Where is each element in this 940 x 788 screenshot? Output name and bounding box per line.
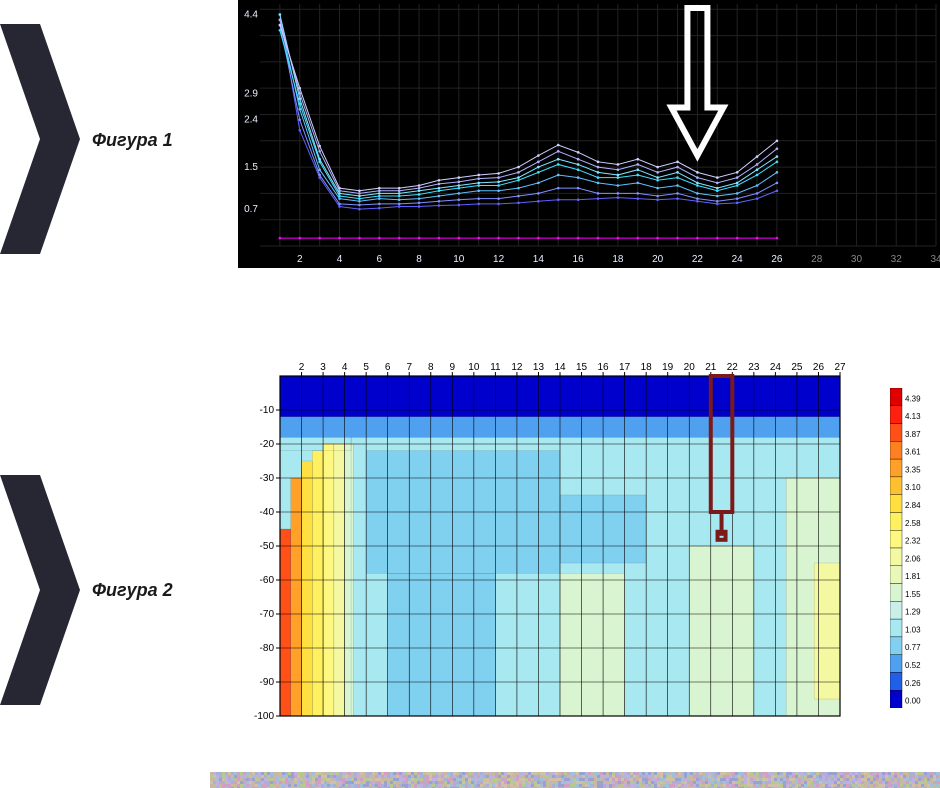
svg-text:32: 32 [891,254,903,265]
svg-text:16: 16 [598,362,610,373]
svg-text:0.77: 0.77 [905,643,921,652]
svg-text:2: 2 [299,362,305,373]
svg-text:12: 12 [493,254,505,265]
svg-text:16: 16 [573,254,585,265]
svg-text:2.06: 2.06 [905,554,921,563]
svg-text:4.39: 4.39 [905,394,921,403]
svg-text:-70: -70 [260,609,275,620]
svg-text:3: 3 [320,362,326,373]
svg-text:6: 6 [377,254,383,265]
svg-text:28: 28 [811,254,823,265]
svg-text:2.58: 2.58 [905,519,921,528]
svg-text:0.26: 0.26 [905,679,921,688]
svg-text:14: 14 [533,254,545,265]
svg-text:0.7: 0.7 [244,204,258,215]
svg-text:8: 8 [428,362,434,373]
svg-text:-40: -40 [260,507,275,518]
svg-text:-100: -100 [254,711,274,722]
svg-text:7: 7 [406,362,412,373]
svg-text:1.81: 1.81 [905,572,921,581]
svg-text:24: 24 [770,362,782,373]
svg-text:6: 6 [385,362,391,373]
svg-text:-80: -80 [260,643,275,654]
svg-text:4: 4 [337,254,343,265]
svg-text:-90: -90 [260,677,275,688]
svg-text:3.87: 3.87 [905,430,921,439]
svg-text:-20: -20 [260,439,275,450]
decorative-noise-strip [210,772,940,788]
svg-text:0.52: 0.52 [905,661,921,670]
svg-text:11: 11 [490,362,501,373]
pointer-decor-1 [0,24,80,254]
contour-chart: 2345678910111213141516171819202122232425… [238,358,878,738]
svg-text:17: 17 [619,362,631,373]
svg-text:22: 22 [692,254,704,265]
svg-text:4.4: 4.4 [244,10,258,21]
svg-text:21: 21 [705,362,717,373]
svg-text:23: 23 [748,362,760,373]
page: Фигура 1 0.71.52.42.94.42468101214161820… [0,0,940,788]
contour-legend: 4.39 4.13 3.87 3.61 3.35 3.10 2.84 2.58 2.32 2.06… [890,388,934,708]
svg-text:2.4: 2.4 [244,115,258,126]
svg-text:0.00: 0.00 [905,697,921,706]
svg-text:12: 12 [511,362,523,373]
svg-text:3.10: 3.10 [905,483,921,492]
svg-text:1.55: 1.55 [905,590,921,599]
svg-text:24: 24 [732,254,744,265]
svg-text:34: 34 [930,254,940,265]
svg-text:1.5: 1.5 [244,162,258,173]
figure1-caption: Фигура 1 [92,130,173,151]
svg-text:-30: -30 [260,473,275,484]
svg-text:2.32: 2.32 [905,537,921,546]
svg-text:4.13: 4.13 [905,412,921,421]
svg-text:30: 30 [851,254,863,265]
svg-text:14: 14 [554,362,566,373]
svg-text:2.84: 2.84 [905,501,921,510]
svg-text:18: 18 [612,254,624,265]
svg-text:19: 19 [662,362,674,373]
svg-text:-10: -10 [260,405,275,416]
svg-text:8: 8 [416,254,422,265]
svg-text:13: 13 [533,362,545,373]
svg-text:1.29: 1.29 [905,608,921,617]
svg-text:15: 15 [576,362,588,373]
line-chart: 0.71.52.42.94.42468101214161820222426283… [238,0,940,268]
svg-text:3.35: 3.35 [905,465,921,474]
svg-text:25: 25 [791,362,803,373]
svg-text:10: 10 [453,254,465,265]
svg-text:26: 26 [771,254,783,265]
svg-text:2: 2 [297,254,303,265]
svg-text:1.03: 1.03 [905,625,921,634]
figure2-caption: Фигура 2 [92,580,173,601]
svg-text:18: 18 [641,362,653,373]
svg-text:5: 5 [363,362,369,373]
svg-text:-60: -60 [260,575,275,586]
svg-text:20: 20 [652,254,664,265]
svg-text:2.9: 2.9 [244,88,258,99]
svg-text:26: 26 [813,362,825,373]
svg-text:9: 9 [450,362,456,373]
svg-text:27: 27 [834,362,846,373]
pointer-decor-2 [0,475,80,705]
svg-text:-50: -50 [260,541,275,552]
svg-text:22: 22 [727,362,739,373]
svg-text:4: 4 [342,362,348,373]
svg-text:20: 20 [684,362,696,373]
svg-text:10: 10 [468,362,480,373]
svg-text:3.61: 3.61 [905,448,921,457]
